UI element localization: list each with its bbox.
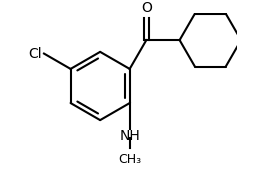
Text: O: O bbox=[141, 1, 152, 15]
Text: Cl: Cl bbox=[28, 47, 41, 61]
Text: CH₃: CH₃ bbox=[118, 153, 141, 165]
Text: NH: NH bbox=[119, 129, 140, 143]
